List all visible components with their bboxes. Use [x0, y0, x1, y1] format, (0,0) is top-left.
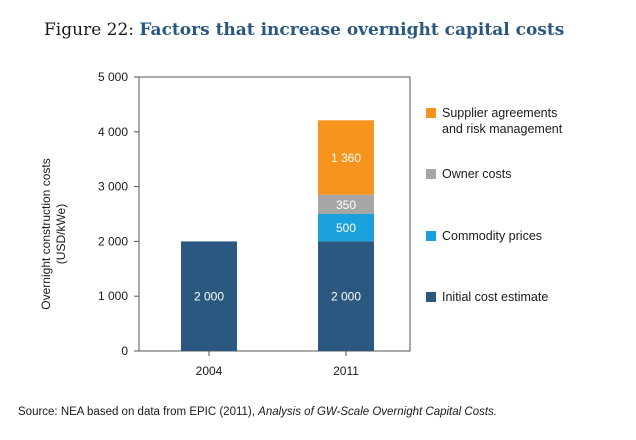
- figure-title: Figure 22: Factors that increase overnig…: [44, 20, 564, 40]
- source-title: Analysis of GW-Scale Overnight Capital C…: [258, 406, 497, 418]
- legend-swatch: [426, 292, 436, 302]
- plot-frame: [138, 76, 411, 352]
- bar-value-label: 1 360: [331, 151, 361, 165]
- y-tick-label: 1 000: [98, 289, 128, 303]
- y-axis-label-line: (USD/kWe): [54, 204, 68, 264]
- bar-segment: [318, 241, 374, 351]
- source-note: Source: NEA based on data from EPIC (201…: [18, 406, 497, 418]
- legend-swatch: [426, 169, 436, 179]
- bar-value-label: 350: [336, 198, 356, 212]
- bar-segment: [318, 120, 374, 195]
- y-axis-label-line: Overnight construction costs: [39, 158, 53, 309]
- bar-value-label: 500: [336, 221, 356, 235]
- y-tick-label: 2 000: [98, 234, 128, 248]
- legend-swatch: [426, 231, 436, 241]
- y-tick-label: 3 000: [98, 180, 128, 194]
- bar-segment: [318, 214, 374, 242]
- legend-label-line: Owner costs: [442, 167, 511, 181]
- figure-title-text: Factors that increase overnight capital …: [139, 20, 565, 40]
- bar-segment: [318, 194, 374, 214]
- bar-segment: [181, 241, 237, 351]
- legend-label-line: Commodity prices: [442, 229, 542, 243]
- y-axis-label: Overnight construction costs(USD/kWe): [39, 158, 68, 309]
- bar-value-label: 2 000: [331, 290, 361, 304]
- figure-label: Figure 22:: [44, 20, 135, 40]
- y-tick-label: 5 000: [98, 70, 128, 84]
- legend-swatch: [426, 108, 436, 118]
- stacked-bar-chart: 0 1 000 2 000 3 000 4 000 5 000 2004 2011 Overni…: [39, 70, 563, 378]
- legend-label: Supplier agreements and risk management: [442, 106, 563, 136]
- legend-label-line: Supplier agreements: [442, 106, 557, 120]
- bar-value-label: 2 000: [194, 290, 224, 304]
- x-tick-label: 2011: [333, 364, 359, 378]
- legend-label: Commodity prices: [442, 229, 542, 243]
- x-tick-label: 2004: [196, 364, 223, 378]
- legend-label-line: Initial cost estimate: [442, 290, 548, 304]
- y-tick-label: 4 000: [98, 125, 128, 139]
- legend-label-line: and risk management: [442, 122, 563, 136]
- source-prefix: Source: NEA based on data from EPIC (201…: [18, 406, 255, 418]
- legend-label: Owner costs: [442, 167, 511, 181]
- legend-label: Initial cost estimate: [442, 290, 548, 304]
- y-tick-label: 0: [121, 344, 128, 358]
